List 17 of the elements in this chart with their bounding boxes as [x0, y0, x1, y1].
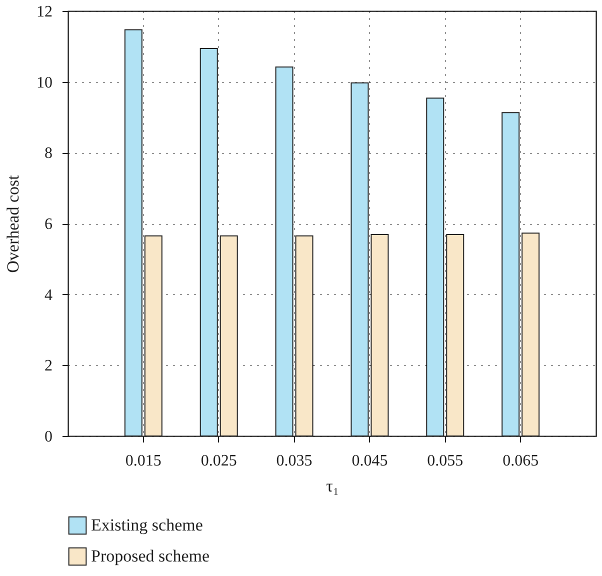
x-tick-label: 0.025: [200, 452, 237, 470]
y-tick-label: 6: [44, 216, 52, 233]
legend-label: Proposed scheme: [91, 546, 210, 566]
x-tick-label: 0.015: [125, 452, 162, 470]
y-tick-label: 2: [44, 358, 52, 375]
y-tick-label: 0: [44, 428, 52, 446]
x-axis-title: τ₁: [326, 476, 339, 496]
x-tick-label: 0.055: [427, 452, 464, 470]
y-tick-label: 12: [36, 4, 52, 20]
x-tick-label: 0.065: [502, 452, 539, 470]
legend-label: Existing scheme: [91, 516, 203, 534]
x-tick-label: 0.045: [352, 452, 388, 470]
y-tick-label: 4: [44, 286, 52, 304]
y-tick-label: 10: [36, 74, 52, 92]
y-axis-title: Overhead cost: [4, 174, 22, 273]
x-tick-label: 0.035: [276, 452, 312, 470]
y-tick-label: 8: [44, 145, 52, 162]
